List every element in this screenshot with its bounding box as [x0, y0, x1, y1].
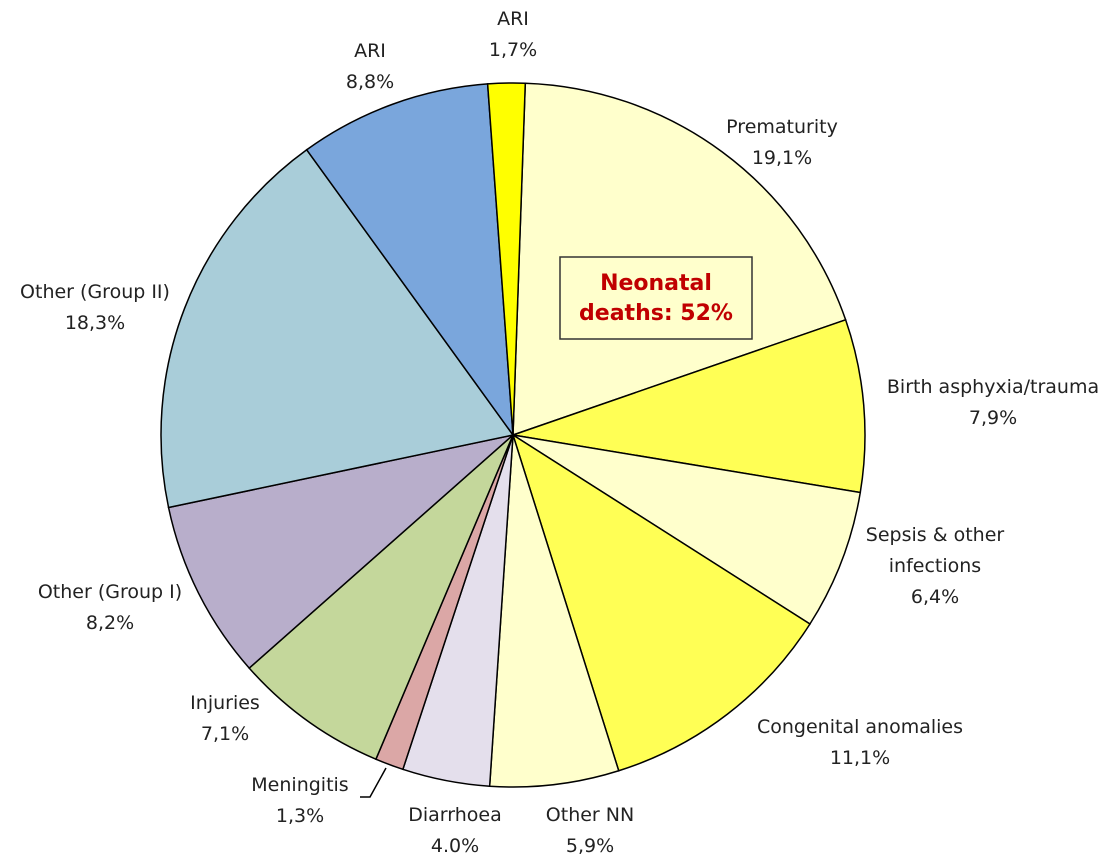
category-name: Other NN [545, 804, 635, 826]
annotation: deaths: 52% [579, 301, 733, 326]
value-label: 7,9% [968, 407, 1018, 429]
slice [160, 148, 515, 509]
slice-label: Diarrhoea 4.0% [408, 800, 502, 862]
slice [488, 434, 620, 788]
slice-label: Other NN 5,9% [546, 800, 634, 862]
category-name: ARI [354, 40, 386, 62]
annotation: Neonatal [600, 271, 712, 296]
value-label: 7,1% [200, 723, 250, 745]
slice [512, 434, 862, 626]
slice-label: Other (Group II) 18,3% [20, 277, 170, 339]
category-name: Injuries [190, 692, 260, 714]
annotation-box [559, 256, 753, 340]
slice [511, 433, 811, 772]
slice [486, 82, 527, 436]
value-label: 19,1% [751, 147, 813, 169]
category-name: Prematurity [726, 116, 838, 138]
slice-label: Meningitis 1,3% [251, 770, 348, 832]
slice [305, 83, 514, 438]
value-label: 4.0% [430, 835, 480, 857]
value-label: 8,8% [345, 71, 395, 93]
category-name: Diarrhoea [408, 804, 502, 826]
slice [248, 434, 514, 761]
slice-label: Other (Group I) 8,2% [38, 577, 182, 639]
category-name: ARI [497, 8, 529, 30]
slice-label: Congenital anomalies 11,1% [757, 712, 963, 774]
category-name: Birth asphyxia/trauma [886, 376, 1100, 398]
slice [167, 433, 516, 670]
leader-line [360, 767, 387, 798]
slice-label: ARI 8,8% [346, 36, 394, 98]
slice-label: Sepsis & other infections 6,4% [860, 520, 1010, 613]
category-name: Other (Group I) [37, 581, 183, 603]
value-label: 6,4% [910, 586, 960, 608]
category-name: Other (Group II) [20, 281, 170, 303]
category-name: Congenital anomalies [756, 716, 964, 738]
value-label: 1,7% [488, 39, 538, 61]
value-label: 18,3% [64, 312, 126, 334]
category-name: Sepsis & other infections [865, 524, 1005, 577]
slice-label: ARI 1,7% [489, 4, 537, 66]
slice-label: Prematurity 19,1% [726, 112, 838, 174]
slice-label: Birth asphyxia/trauma 7,9% [887, 372, 1099, 434]
slice-label: Injuries 7,1% [190, 688, 260, 750]
value-label: 11,1% [829, 747, 891, 769]
value-label: 8,2% [85, 612, 135, 634]
value-label: 1,3% [275, 805, 325, 827]
category-name: Meningitis [251, 774, 349, 796]
value-label: 5,9% [565, 835, 615, 857]
